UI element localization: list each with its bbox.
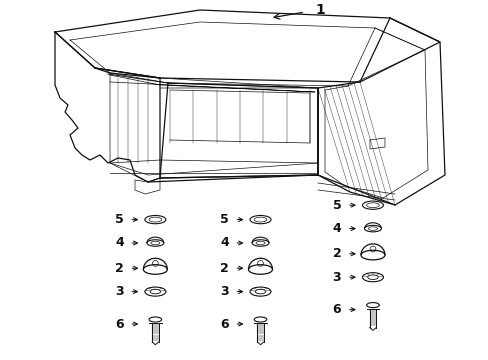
Text: 2: 2: [332, 247, 341, 260]
Text: 5: 5: [332, 199, 341, 212]
Text: 3: 3: [220, 285, 228, 298]
Text: 4: 4: [115, 237, 123, 249]
Text: 2: 2: [115, 262, 123, 275]
Text: 3: 3: [332, 271, 341, 284]
Text: 4: 4: [220, 237, 228, 249]
Text: 6: 6: [220, 318, 228, 330]
Text: 1: 1: [314, 3, 324, 17]
Text: 2: 2: [220, 262, 228, 275]
Text: 6: 6: [332, 303, 341, 316]
Text: 5: 5: [220, 213, 228, 226]
Text: 3: 3: [115, 285, 123, 298]
Text: 5: 5: [115, 213, 123, 226]
Text: 6: 6: [115, 318, 123, 330]
Text: 4: 4: [332, 222, 341, 235]
